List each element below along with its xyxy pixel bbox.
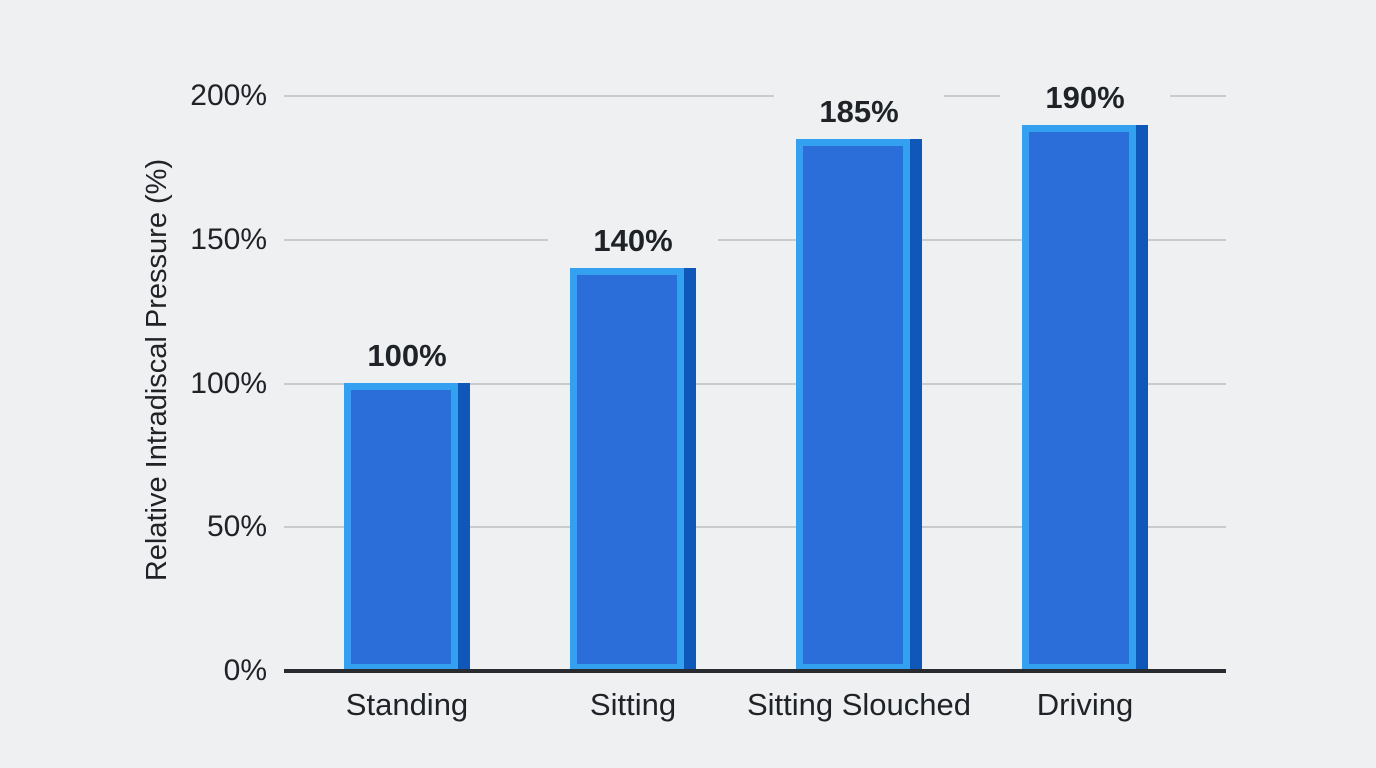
bar-value-label: 100% bbox=[322, 337, 492, 375]
x-category-label: Standing bbox=[345, 687, 469, 722]
y-tick-label: 50% bbox=[206, 510, 267, 544]
bar-value-label: 140% bbox=[548, 222, 718, 260]
x-category-label: Sitting Slouched bbox=[746, 687, 972, 722]
bar-value-label: 190% bbox=[1000, 79, 1170, 117]
y-tick-label: 200% bbox=[190, 79, 267, 112]
bar-side-shade bbox=[910, 139, 922, 671]
bar-face bbox=[570, 268, 684, 671]
bar-sitting-slouched bbox=[796, 139, 922, 671]
bar-side-shade bbox=[1136, 125, 1148, 671]
bar-standing bbox=[344, 383, 470, 671]
bar-face bbox=[796, 139, 910, 671]
bar-value-label: 185% bbox=[774, 93, 944, 131]
y-tick-label: 150% bbox=[190, 222, 267, 256]
bar-sitting bbox=[570, 268, 696, 671]
bar-side-shade bbox=[684, 268, 696, 671]
gridline-100% bbox=[284, 382, 1226, 385]
gridline-200% bbox=[284, 95, 1226, 97]
bar-face bbox=[1022, 125, 1136, 671]
y-tick-label: 100% bbox=[190, 366, 267, 400]
gridline-50% bbox=[284, 526, 1226, 529]
y-tick-label: 0% bbox=[223, 654, 267, 687]
x-axis-line bbox=[284, 669, 1226, 673]
x-category-label: Driving bbox=[1036, 687, 1134, 722]
gridline-150% bbox=[284, 238, 1226, 241]
x-category-label: Sitting bbox=[589, 687, 677, 722]
bar-face bbox=[344, 383, 458, 671]
bar-driving bbox=[1022, 125, 1148, 671]
bar-side-shade bbox=[458, 383, 470, 671]
